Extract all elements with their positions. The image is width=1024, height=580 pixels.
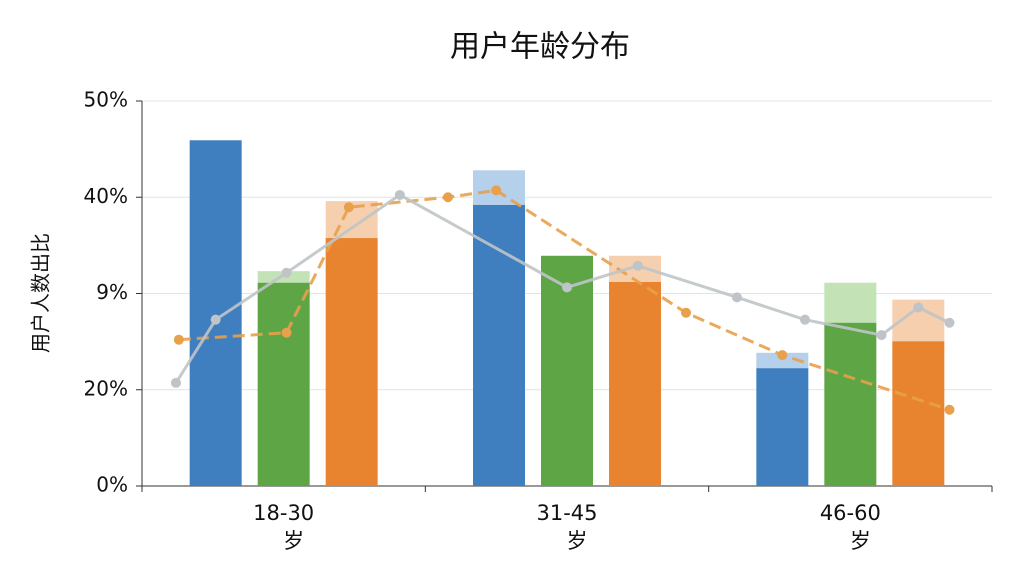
x-tick-suffix: 岁: [850, 529, 871, 553]
trend-point: [173, 334, 184, 345]
bar: [473, 204, 525, 486]
trend-point: [732, 292, 742, 303]
x-tick-suffix: 岁: [567, 529, 588, 553]
bar: [824, 322, 877, 486]
bar: [541, 255, 593, 486]
bar: [756, 368, 809, 486]
trend-point: [394, 189, 405, 200]
chart-title: 用户年龄分布: [450, 30, 630, 65]
bar: [609, 281, 661, 486]
trend-point: [210, 314, 221, 325]
y-tick-label: 0%: [96, 473, 128, 497]
trend-point: [800, 314, 810, 325]
trend-point: [343, 202, 354, 213]
bar: [189, 140, 242, 486]
trend-point: [681, 307, 691, 318]
trend-point: [281, 327, 292, 338]
bar: [892, 341, 945, 486]
x-tick-suffix: 岁: [283, 529, 304, 553]
trend-point: [491, 185, 502, 196]
trend-point: [632, 260, 643, 271]
y-tick-label: 50%: [84, 88, 128, 112]
trend-point: [777, 350, 788, 361]
y-tick-label: 40%: [84, 184, 128, 208]
bar-upper: [756, 352, 809, 369]
x-tick-label: 18-30: [253, 501, 314, 525]
trend-point: [281, 267, 292, 278]
bar-upper: [824, 282, 877, 323]
bar-upper: [257, 271, 310, 283]
trend-line: [178, 188, 950, 412]
trend-point: [443, 192, 453, 203]
trend-point: [913, 302, 924, 313]
x-tick-label: 46-60: [820, 501, 881, 525]
x-tick-label: 31-45: [536, 501, 597, 525]
y-axis-label: 用户人数出比: [29, 233, 53, 353]
bar: [325, 238, 378, 486]
trend-point: [944, 317, 955, 328]
trend-point: [562, 282, 572, 293]
y-tick-label: 9%: [96, 280, 128, 304]
trend-point: [944, 404, 955, 415]
bar: [257, 282, 310, 486]
y-tick-label: 20%: [84, 376, 128, 400]
trend-point: [876, 330, 887, 341]
trend-point: [171, 377, 181, 388]
